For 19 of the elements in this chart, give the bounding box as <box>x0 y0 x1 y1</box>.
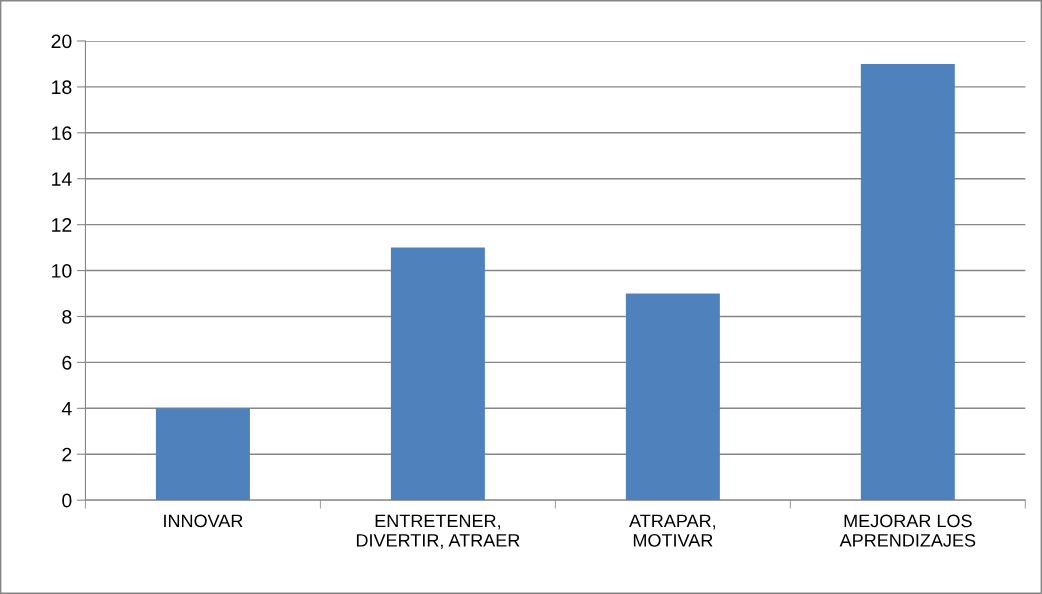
x-tick-label: MEJORAR LOS APRENDIZAJES <box>839 514 976 547</box>
x-tick-label: ENTRETENER, DIVERTIR, ATRAER <box>356 514 520 549</box>
bar <box>860 63 955 501</box>
x-tick-label: ATRAPAR, MOTIVAR <box>629 514 716 547</box>
y-tick-label: 0 <box>62 493 72 508</box>
y-tick-label: 4 <box>61 401 72 416</box>
bar <box>155 408 250 501</box>
y-tick-label: 8 <box>62 309 72 324</box>
y-tick-label: 18 <box>52 80 72 95</box>
y-tick-label: 10 <box>52 264 72 278</box>
y-tick-label: 14 <box>52 172 72 186</box>
x-tick-label: INNOVAR <box>164 514 243 528</box>
y-tick-label: 6 <box>62 355 72 370</box>
bar <box>625 293 720 501</box>
y-tick-label: 16 <box>52 126 72 141</box>
y-tick-label: 2 <box>62 447 72 462</box>
y-tick-label: 12 <box>52 218 72 232</box>
bar <box>390 247 485 501</box>
y-tick-label: 20 <box>51 34 72 49</box>
